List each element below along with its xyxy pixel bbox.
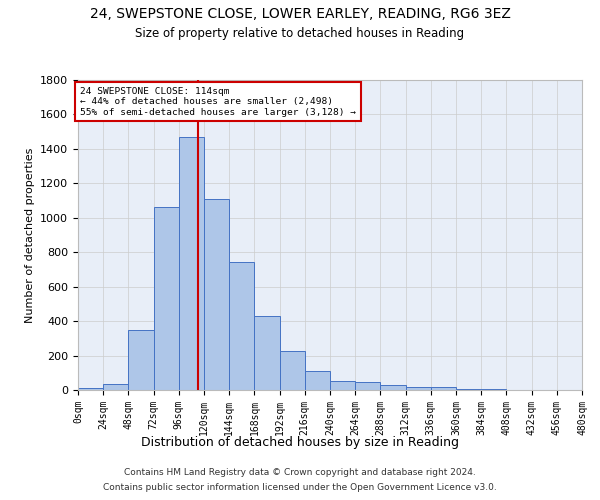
Text: 24 SWEPSTONE CLOSE: 114sqm
← 44% of detached houses are smaller (2,498)
55% of s: 24 SWEPSTONE CLOSE: 114sqm ← 44% of deta… [80, 87, 356, 117]
Bar [204, 199, 229, 390]
Bar [78, 388, 103, 390]
Bar [254, 316, 280, 390]
Text: Contains public sector information licensed under the Open Government Licence v3: Contains public sector information licen… [103, 483, 497, 492]
Bar [154, 208, 179, 390]
Bar [330, 382, 355, 390]
Bar [406, 386, 431, 390]
Bar [179, 137, 204, 390]
Bar [128, 330, 154, 390]
Bar [355, 382, 380, 390]
Text: 24, SWEPSTONE CLOSE, LOWER EARLEY, READING, RG6 3EZ: 24, SWEPSTONE CLOSE, LOWER EARLEY, READI… [89, 8, 511, 22]
Bar [229, 262, 254, 390]
Bar [380, 385, 406, 390]
Y-axis label: Number of detached properties: Number of detached properties [25, 148, 35, 322]
Bar [280, 351, 305, 390]
Bar [305, 371, 330, 390]
Text: Distribution of detached houses by size in Reading: Distribution of detached houses by size … [141, 436, 459, 449]
Bar [456, 389, 481, 390]
Bar [103, 384, 128, 390]
Bar [431, 386, 456, 390]
Text: Contains HM Land Registry data © Crown copyright and database right 2024.: Contains HM Land Registry data © Crown c… [124, 468, 476, 477]
Text: Size of property relative to detached houses in Reading: Size of property relative to detached ho… [136, 28, 464, 40]
